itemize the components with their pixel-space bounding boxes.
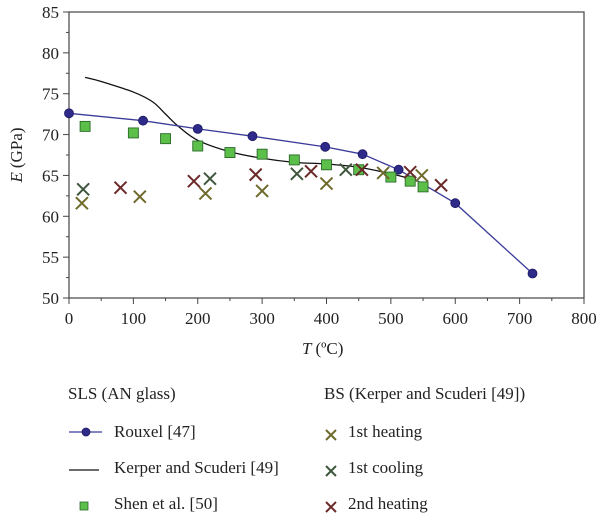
data-point [76, 182, 90, 197]
legend-item-1st-cooling: 1st cooling [348, 458, 424, 477]
data-point [224, 147, 236, 158]
data-point [192, 123, 203, 134]
data-point [450, 198, 461, 209]
data-point [192, 140, 204, 152]
data-point [403, 165, 417, 179]
second-heating-cross-icon [325, 501, 337, 513]
y-tick-label: 60 [42, 207, 59, 226]
series-shen-et-al-50 [79, 120, 429, 193]
data-point [355, 163, 369, 177]
x-axis-unit: (ºC) [315, 339, 343, 358]
legend-item-2nd-heating: 2nd heating [348, 494, 428, 513]
data-point [376, 166, 390, 180]
y-axis-variable: E [7, 172, 26, 184]
data-point [133, 189, 147, 204]
data-point [357, 149, 368, 160]
data-point [247, 131, 258, 142]
legend-item-1st-heating: 1st heating [348, 422, 423, 441]
legend-item-kerper: Kerper and Scuderi [49] [114, 458, 279, 477]
first-cooling-cross-icon [325, 465, 337, 477]
data-point [319, 176, 334, 191]
series-1st-heating [75, 166, 429, 210]
x-tick-label: 0 [65, 309, 74, 328]
first-heating-cross-icon [325, 429, 337, 441]
data-point [138, 115, 148, 126]
data-point [290, 167, 304, 181]
y-tick-label: 65 [42, 166, 59, 185]
x-tick-label: 300 [249, 309, 275, 328]
data-point [417, 181, 429, 193]
x-tick-label: 500 [378, 309, 404, 328]
data-point [393, 164, 404, 175]
data-point [320, 141, 331, 152]
legend-group-title-sls: SLS (AN glass) [68, 384, 176, 403]
data-point [288, 154, 300, 166]
data-point [75, 196, 89, 210]
y-axis-unit: (GPa) [7, 128, 26, 169]
y-axis-title: E (GPa) [7, 128, 26, 184]
data-point [198, 186, 213, 201]
series-2nd-heating [113, 163, 448, 195]
data-point [256, 148, 268, 160]
rouxel-legend-icon [69, 427, 102, 437]
data-point [255, 184, 269, 198]
x-axis-variable: T [302, 339, 313, 358]
legend-item-shen: Shen et al. [50] [114, 494, 218, 513]
data-point [353, 164, 365, 176]
data-point [187, 174, 201, 188]
data-point [415, 168, 429, 183]
data-point [64, 108, 74, 119]
square-legend-icon [79, 501, 89, 511]
data-point [160, 133, 172, 145]
data-point [248, 167, 263, 182]
y-tick-label: 70 [42, 126, 59, 145]
data-point [304, 164, 318, 179]
x-tick-label: 100 [121, 309, 147, 328]
y-tick-label: 80 [42, 44, 59, 63]
x-tick-label: 400 [314, 309, 340, 328]
chart: 50 55 60 65 70 75 80 85 0 100 200 300 400 500 600 700 80… [42, 3, 597, 328]
data-point [127, 127, 139, 139]
data-point [404, 175, 416, 187]
x-tick-label: 600 [443, 309, 469, 328]
data-point [321, 159, 332, 171]
kerper-legend-icon [69, 469, 99, 471]
x-tick-label: 800 [571, 309, 597, 328]
series-1st-cooling [76, 163, 353, 197]
x-axis-title: T (ºC) [302, 339, 343, 358]
series-rouxel-47 [64, 108, 538, 279]
axis-labels-layer: T (ºC) E (GPa) [7, 128, 343, 359]
data-point [434, 178, 448, 192]
data-point [113, 180, 128, 195]
data-point [203, 171, 217, 186]
y-tick-label: 75 [42, 85, 59, 104]
legend-item-rouxel: Rouxel [47] [114, 422, 196, 441]
data-point [79, 120, 91, 132]
y-tick-label: 85 [42, 3, 59, 22]
x-tick-label: 700 [507, 309, 533, 328]
data-point [339, 163, 353, 177]
legend-group-title-bs: BS (Kerper and Scuderi [49]) [324, 384, 526, 403]
data-point [527, 268, 538, 279]
y-tick-label: 55 [42, 248, 59, 267]
x-tick-label: 200 [185, 309, 211, 328]
y-tick-label: 50 [42, 289, 59, 308]
